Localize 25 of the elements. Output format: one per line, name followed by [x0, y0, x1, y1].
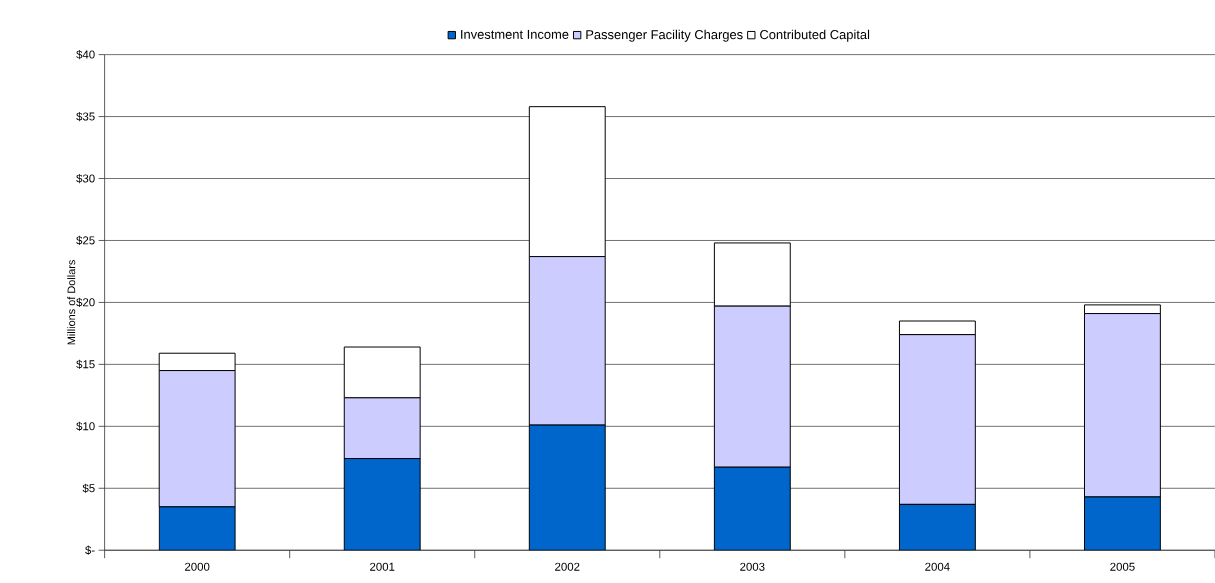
legend-label: Investment Income — [461, 29, 569, 39]
y-tick-label: $20 — [76, 297, 95, 308]
x-tick-label: 2003 — [740, 562, 765, 571]
y-tick-label: $5 — [82, 483, 95, 493]
legend-label: Contributed Capital — [760, 29, 870, 42]
bar — [528, 424, 606, 551]
bar — [713, 466, 791, 551]
x-tick-label: 2004 — [925, 562, 950, 571]
x-tick-label: 2002 — [555, 562, 580, 571]
legend-label: Passenger Facility Charges — [586, 29, 743, 42]
x-tick-label: 2000 — [185, 562, 210, 571]
y-tick-label: $- — [85, 545, 95, 555]
bar — [158, 506, 236, 551]
x-tick-label: 2005 — [1110, 562, 1135, 571]
bar — [1084, 496, 1161, 551]
x-tick-label: 2001 — [370, 562, 395, 571]
bar — [343, 458, 421, 551]
y-axis-title: Millions of Dollars — [67, 260, 76, 345]
y-tick-label: $35 — [76, 111, 95, 122]
bar — [898, 503, 976, 551]
y-tick-label: $30 — [76, 173, 95, 184]
y-tick-label: $10 — [76, 421, 95, 431]
y-tick-label: $25 — [76, 235, 95, 246]
y-tick-label: $40 — [76, 50, 95, 60]
y-tick-label: $15 — [76, 359, 95, 369]
